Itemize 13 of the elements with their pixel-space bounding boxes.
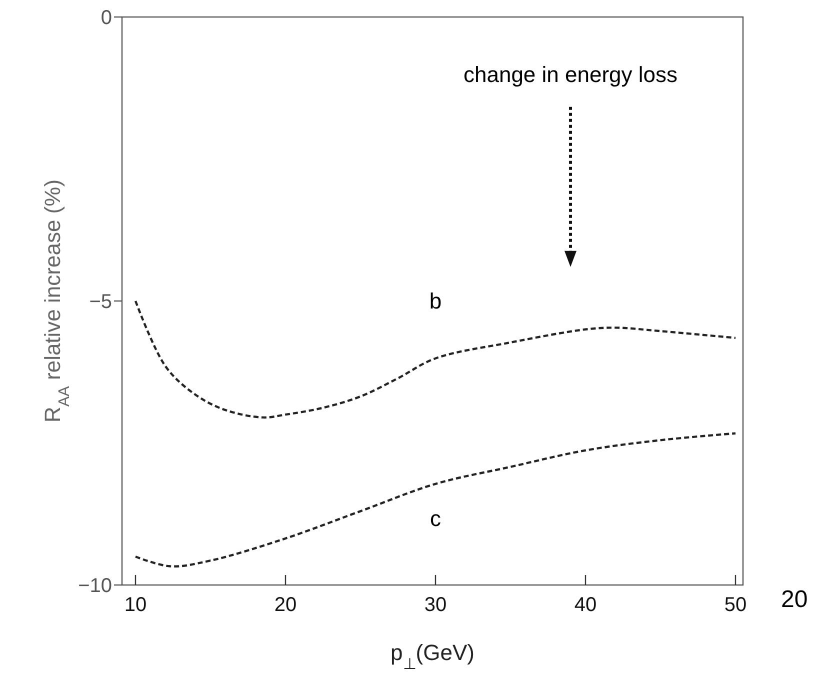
x-tick-label: 30 — [424, 594, 447, 616]
line-series — [134, 432, 737, 568]
y-tick-label: −5 — [89, 291, 112, 313]
x-axis-title: p$_{⊥}$(GeV) — [390, 640, 474, 672]
x-tick-label: 50 — [724, 594, 747, 616]
y-tick-label: 0 — [100, 7, 112, 29]
series-label: c — [430, 506, 441, 531]
x-tick-label: 20 — [274, 594, 297, 616]
x-tick-label: 10 — [124, 594, 147, 616]
y-tick-label: −10 — [78, 575, 112, 597]
x-tick-label: 40 — [574, 594, 597, 616]
series-label: b — [429, 288, 442, 314]
annotation: change in energy loss — [463, 62, 678, 87]
